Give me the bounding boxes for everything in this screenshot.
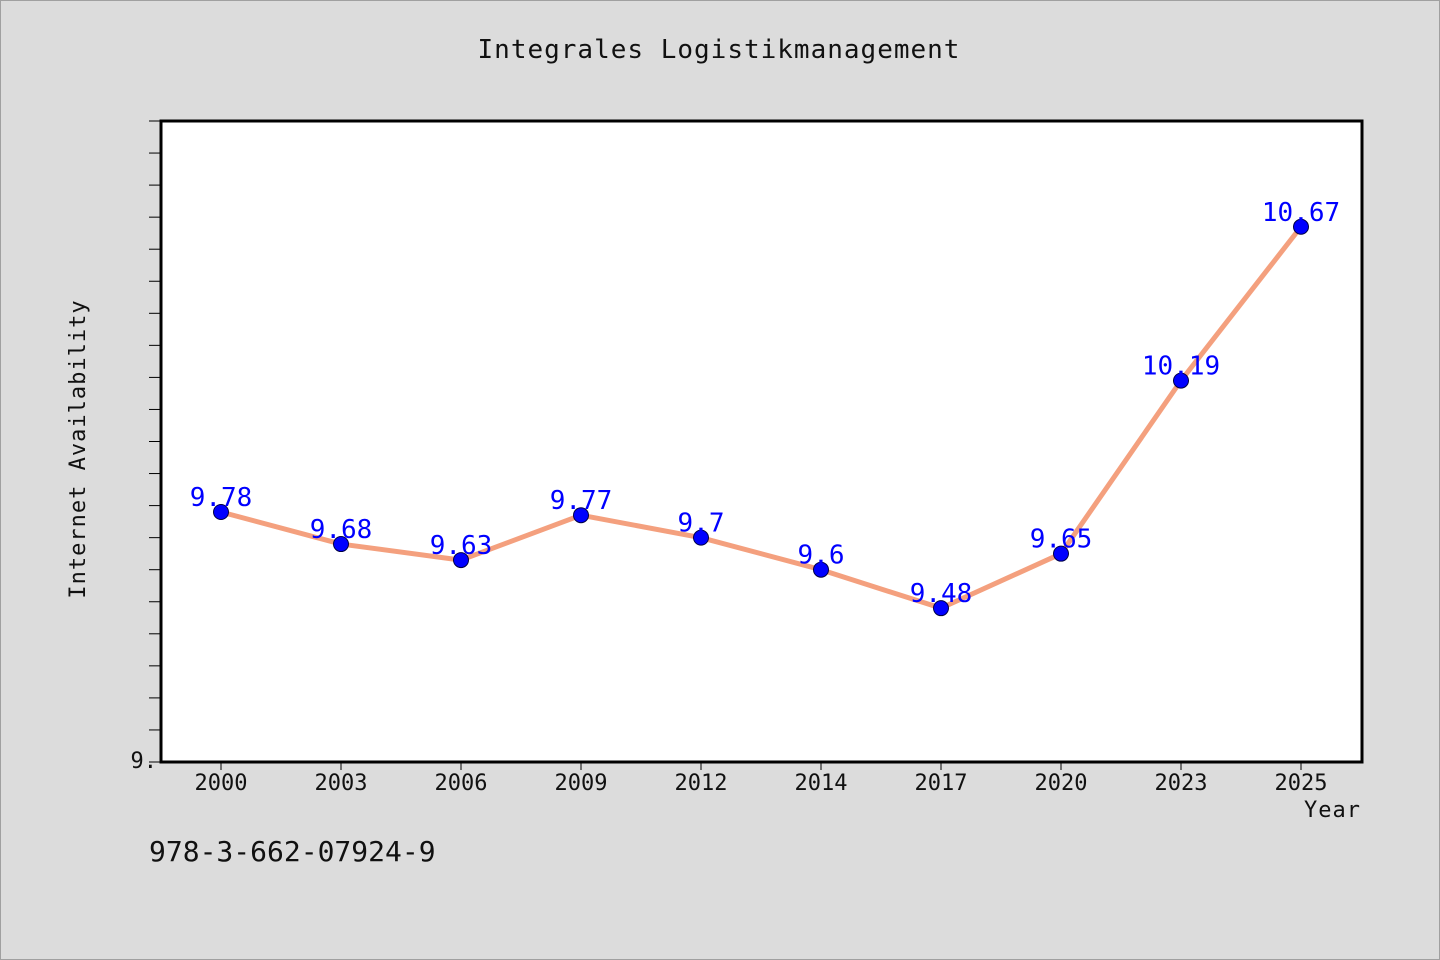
x-axis-tick-label: 2009 <box>555 771 608 796</box>
x-axis-tick-label: 2014 <box>795 771 848 796</box>
x-axis-tick-label: 2020 <box>1035 771 1088 796</box>
data-label: 9.78 <box>190 483 253 513</box>
x-axis-tick-label: 2012 <box>675 771 728 796</box>
x-axis-tick-label: 2006 <box>435 771 488 796</box>
x-axis-label: Year <box>1304 798 1361 823</box>
data-label: 9.63 <box>430 531 493 561</box>
footer-isbn: 978-3-662-07924-9 <box>149 835 436 868</box>
data-point <box>333 536 349 553</box>
data-label: 9.77 <box>550 486 613 516</box>
data-point <box>573 507 589 524</box>
data-label: 9.48 <box>910 579 973 609</box>
series-line <box>218 224 1304 611</box>
x-axis-ticks: 2000 2003 2006 2009 2012 2014 2017 2020 2023 2025 <box>195 762 1328 796</box>
x-axis-tick-label: 2003 <box>315 771 368 796</box>
data-label: 9.7 <box>678 509 725 539</box>
x-axis-tick-label: 2000 <box>195 771 248 796</box>
series-group: 9.78 9.68 9.63 9.77 9.7 9.6 9.48 9.65 10.19 10.67 <box>190 198 1340 617</box>
data-label: 10.67 <box>1262 198 1340 228</box>
data-point <box>1293 218 1309 235</box>
chart-title: Integrales Logistikmanagement <box>477 35 961 65</box>
data-point <box>1053 545 1069 562</box>
y-axis-label: Internet Availability <box>66 299 91 598</box>
y-axis-ticks <box>149 120 161 763</box>
plot-area <box>159 119 1364 764</box>
data-point <box>933 600 949 617</box>
x-axis-tick-label: 2025 <box>1275 771 1328 796</box>
data-point <box>453 552 469 569</box>
data-label: 10.19 <box>1142 352 1220 382</box>
x-axis-tick-label: 2017 <box>915 771 968 796</box>
data-label: 9.6 <box>798 541 845 571</box>
y-axis-tick-label: 9. <box>131 749 158 774</box>
data-label: 9.68 <box>310 515 373 545</box>
data-point <box>813 561 829 578</box>
data-point <box>213 504 229 521</box>
x-axis-tick-label: 2023 <box>1155 771 1208 796</box>
data-point <box>693 529 709 546</box>
data-point <box>1173 372 1189 389</box>
data-label: 9.65 <box>1030 525 1093 555</box>
